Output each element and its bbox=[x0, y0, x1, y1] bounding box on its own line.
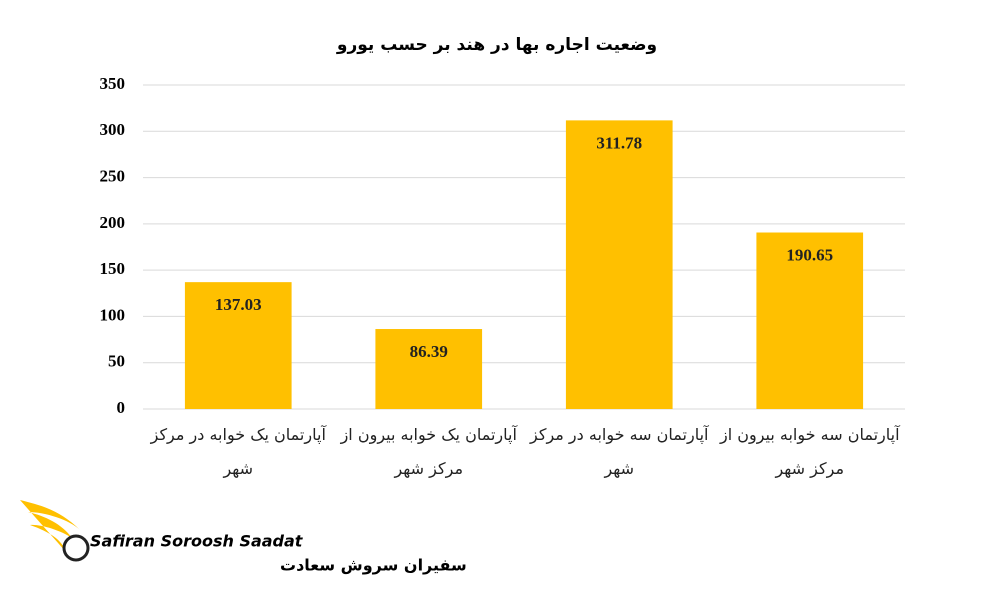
x-tick-label: آپارتمان سه خوابه در مرکز شهر bbox=[530, 425, 709, 478]
value-label: 190.65 bbox=[786, 245, 833, 264]
value-label: 137.03 bbox=[215, 295, 262, 314]
value-label: 311.78 bbox=[596, 133, 642, 152]
x-tick-label: آپارتمان سه خوابه بیرون از مرکز شهر bbox=[719, 425, 900, 478]
y-tick-label: 300 bbox=[100, 120, 126, 139]
y-tick-label: 250 bbox=[100, 166, 126, 185]
y-tick-label: 50 bbox=[108, 352, 125, 371]
bar bbox=[756, 232, 864, 409]
y-tick-label: 150 bbox=[100, 259, 126, 278]
logo-name-en: Safiran Soroosh Saadat bbox=[90, 532, 304, 551]
logo-ring bbox=[62, 534, 90, 562]
logo: Safiran Soroosh Saadat سفیران سروش سعادت bbox=[20, 500, 467, 575]
x-tick-label: آپارتمان یک خوابه در مرکز شهر bbox=[150, 425, 326, 478]
bar bbox=[565, 120, 673, 409]
value-label: 86.39 bbox=[410, 342, 448, 361]
y-tick-label: 350 bbox=[100, 74, 126, 93]
logo-wing bbox=[20, 500, 80, 552]
chart-title: وضعیت اجاره بها در هند بر حسب یورو bbox=[336, 35, 657, 55]
logo-name-fa: سفیران سروش سعادت bbox=[280, 556, 467, 575]
y-tick-label: 100 bbox=[100, 305, 126, 324]
x-tick-label: آپارتمان یک خوابه بیرون از مرکز شهر bbox=[340, 425, 517, 478]
y-tick-label: 200 bbox=[100, 213, 126, 232]
y-tick-label: 0 bbox=[117, 398, 126, 417]
bar bbox=[184, 282, 292, 409]
bar bbox=[375, 329, 483, 409]
